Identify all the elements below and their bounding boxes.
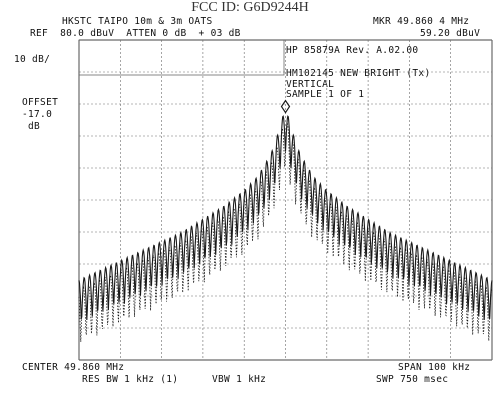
offset-value: -17.0 bbox=[22, 109, 53, 120]
marker-frequency: MKR 49.860 4 MHz bbox=[373, 16, 470, 27]
marker-level: 59.20 dBuV bbox=[420, 28, 481, 39]
resolution-bandwidth: RES BW 1 kHz (1) bbox=[82, 374, 179, 385]
scale-per-division: 10 dB/ bbox=[14, 54, 51, 65]
span: SPAN 100 kHz bbox=[398, 362, 471, 373]
graticule bbox=[78, 39, 493, 361]
sample-count: SAMPLE 1 OF 1 bbox=[286, 89, 365, 100]
offset-unit: dB bbox=[28, 121, 41, 132]
center-frequency: CENTER 49.860 MHz bbox=[22, 362, 125, 373]
sweep-time: SWP 750 msec bbox=[376, 374, 449, 385]
fcc-id-watermark: FCC ID: G6D9244H bbox=[191, 0, 309, 15]
offset-label: OFFSET bbox=[22, 97, 59, 108]
spectrum-trace-min bbox=[78, 123, 493, 342]
marker-diamond bbox=[280, 99, 291, 114]
test-id: HM102145 NEW BRIGHT (Tx) bbox=[286, 68, 431, 79]
analyzer-model: HP 85879A Rev. A.02.00 bbox=[286, 45, 419, 56]
annotation-frame bbox=[78, 39, 285, 76]
video-bandwidth: VBW 1 kHz bbox=[212, 374, 267, 385]
polarization: VERTICAL bbox=[286, 79, 335, 90]
spectrum-trace bbox=[78, 115, 493, 321]
site-title: HKSTC TAIPO 10m & 3m OATS bbox=[62, 16, 213, 27]
ref-atten-line: REF 80.0 dBuV ATTEN 0 dB + 03 dB bbox=[30, 28, 241, 39]
